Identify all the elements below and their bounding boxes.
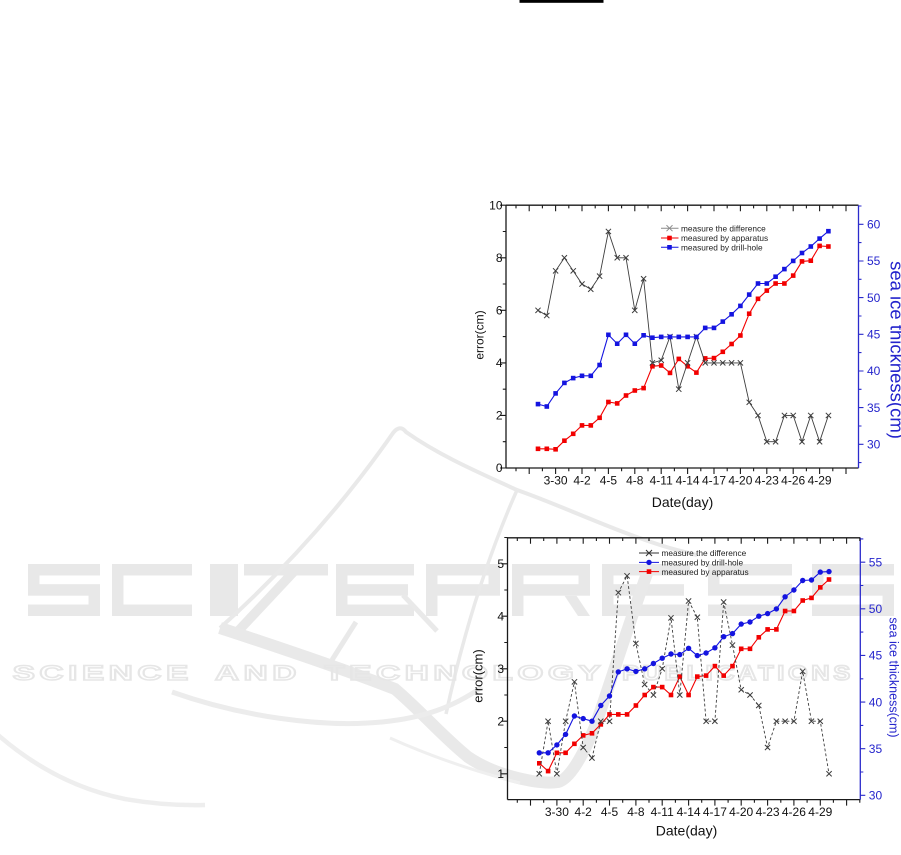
svg-text:4-17: 4-17: [703, 805, 727, 819]
svg-text:60: 60: [867, 218, 881, 232]
svg-text:Date(day): Date(day): [652, 494, 713, 510]
svg-text:4-29: 4-29: [808, 805, 832, 819]
svg-text:50: 50: [867, 291, 881, 305]
svg-text:4-26: 4-26: [782, 805, 806, 819]
svg-text:8: 8: [496, 251, 503, 265]
svg-text:PUBLICATIONS: PUBLICATIONS: [622, 662, 854, 686]
svg-text:50: 50: [869, 602, 883, 616]
svg-text:SCIENCE AND TECHNOLOGY: SCIENCE AND TECHNOLOGY: [13, 662, 606, 685]
svg-text:30: 30: [869, 789, 883, 803]
svg-text:measure the difference: measure the difference: [662, 548, 747, 558]
svg-text:4-14: 4-14: [677, 805, 701, 819]
svg-text:2: 2: [496, 409, 503, 423]
svg-text:4-20: 4-20: [729, 805, 753, 819]
svg-text:4-14: 4-14: [676, 474, 700, 488]
svg-text:4-2: 4-2: [573, 474, 591, 488]
svg-text:4: 4: [496, 356, 503, 370]
svg-text:measured by drill-hole: measured by drill-hole: [681, 243, 763, 253]
svg-text:35: 35: [869, 742, 883, 756]
svg-text:40: 40: [867, 364, 881, 378]
svg-text:45: 45: [867, 328, 881, 342]
svg-text:4-8: 4-8: [626, 474, 644, 488]
svg-text:sea ice thickness(cm): sea ice thickness(cm): [887, 261, 901, 439]
svg-text:measured by apparatus: measured by apparatus: [681, 233, 768, 243]
svg-text:30: 30: [867, 438, 881, 452]
svg-text:4-5: 4-5: [601, 805, 619, 819]
svg-text:0: 0: [496, 461, 503, 475]
svg-text:measured by drill-hole: measured by drill-hole: [662, 558, 744, 568]
svg-text:5: 5: [497, 557, 504, 571]
svg-text:55: 55: [867, 254, 881, 268]
svg-text:4-23: 4-23: [755, 474, 779, 488]
svg-text:error(cm): error(cm): [471, 649, 486, 702]
svg-text:10: 10: [489, 198, 503, 212]
svg-text:4-8: 4-8: [627, 805, 645, 819]
svg-text:measure the difference: measure the difference: [681, 223, 766, 233]
svg-text:4: 4: [497, 610, 504, 624]
svg-text:4-2: 4-2: [575, 805, 593, 819]
svg-text:35: 35: [867, 401, 881, 415]
svg-text:2: 2: [497, 715, 504, 729]
svg-text:4-29: 4-29: [808, 474, 832, 488]
svg-text:3-30: 3-30: [545, 805, 569, 819]
svg-text:4-23: 4-23: [756, 805, 780, 819]
svg-text:4-11: 4-11: [650, 474, 673, 488]
svg-text:3-30: 3-30: [544, 474, 568, 488]
svg-text:6: 6: [496, 304, 503, 318]
svg-text:3: 3: [497, 662, 504, 676]
svg-text:4-26: 4-26: [781, 474, 805, 488]
svg-text:1: 1: [497, 767, 504, 781]
svg-text:4-5: 4-5: [600, 474, 618, 488]
svg-text:measured by apparatus: measured by apparatus: [662, 567, 749, 577]
svg-text:4-11: 4-11: [651, 805, 674, 819]
svg-text:sea ice thickness(cm): sea ice thickness(cm): [887, 617, 901, 737]
svg-text:4-20: 4-20: [728, 474, 752, 488]
svg-text:55: 55: [869, 555, 883, 569]
svg-text:45: 45: [869, 649, 883, 663]
svg-text:4-17: 4-17: [702, 474, 726, 488]
svg-text:40: 40: [869, 695, 883, 709]
svg-text:Date(day): Date(day): [656, 823, 717, 839]
svg-text:error(cm): error(cm): [472, 310, 486, 359]
